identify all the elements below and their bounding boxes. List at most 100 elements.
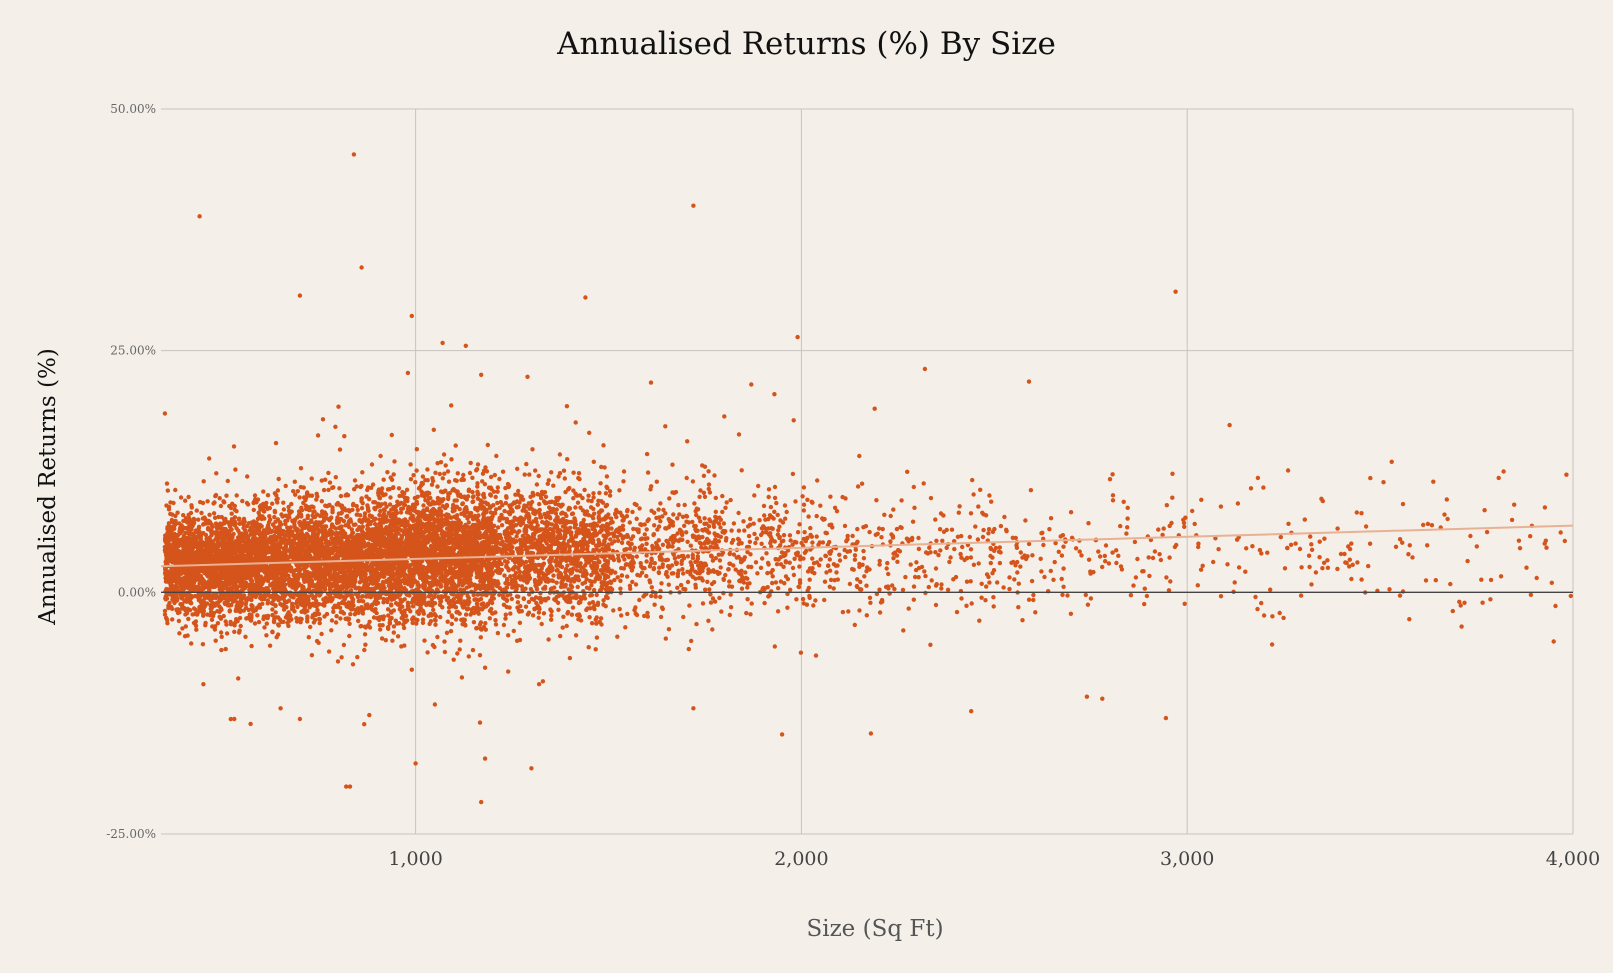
data-point: [301, 485, 306, 490]
data-point: [347, 509, 352, 514]
data-point: [191, 606, 197, 611]
y-axis-title: Annualised Returns (%): [35, 348, 61, 626]
data-point: [223, 571, 229, 576]
data-point: [205, 527, 211, 532]
data-point: [309, 518, 314, 523]
data-point: [230, 571, 235, 576]
data-point: [343, 493, 348, 498]
data-point: [271, 542, 276, 548]
data-point: [333, 620, 339, 625]
data-point: [356, 598, 361, 604]
data-point: [185, 582, 190, 587]
data-point: [217, 604, 222, 609]
data-point: [191, 584, 196, 589]
data-point: [305, 539, 310, 545]
data-point: [341, 599, 346, 604]
data-point: [252, 621, 258, 626]
data-point: [209, 533, 214, 538]
data-point: [211, 610, 217, 616]
data-point: [222, 550, 228, 555]
data-point: [305, 563, 310, 568]
data-point: [325, 553, 330, 558]
data-point: [234, 617, 239, 622]
data-point: [169, 606, 175, 611]
data-point: [188, 555, 193, 560]
data-point: [260, 587, 266, 592]
data-point: [326, 649, 332, 654]
data-point: [286, 581, 291, 586]
data-point: [272, 491, 278, 496]
data-point: [264, 539, 269, 544]
data-point: [171, 500, 176, 506]
data-point: [202, 596, 207, 601]
data-point: [220, 526, 226, 532]
data-point: [180, 543, 185, 548]
data-point: [223, 541, 228, 547]
data-point: [183, 530, 188, 536]
data-point: [325, 581, 331, 586]
data-point: [243, 601, 248, 607]
data-point: [247, 547, 253, 552]
data-point: [323, 536, 328, 541]
data-point: [330, 510, 335, 515]
data-point: [209, 580, 214, 585]
data-point: [276, 623, 281, 628]
data-point: [324, 611, 330, 617]
data-point: [290, 541, 295, 546]
data-point: [177, 631, 182, 636]
data-point: [220, 575, 225, 581]
data-point: [306, 635, 311, 640]
data-point: [166, 525, 171, 530]
data-point: [314, 612, 319, 617]
data-point: [353, 579, 358, 584]
data-point: [193, 529, 198, 535]
data-point: [242, 535, 247, 540]
data-point: [363, 572, 368, 577]
data-point: [295, 548, 300, 554]
data-point: [213, 624, 218, 629]
data-point: [234, 493, 239, 498]
data-point: [207, 456, 212, 461]
data-point: [201, 551, 206, 557]
data-point: [337, 486, 342, 491]
data-point: [189, 641, 194, 646]
data-point: [181, 525, 186, 530]
data-point: [250, 558, 256, 563]
data-point: [199, 578, 205, 584]
data-point: [420, 474, 426, 479]
data-point: [186, 512, 191, 517]
data-point: [361, 599, 366, 604]
data-point: [315, 512, 320, 517]
data-point: [343, 523, 348, 528]
data-point: [170, 594, 175, 599]
data-point: [189, 503, 194, 508]
data-point: [174, 547, 179, 552]
data-point: [186, 573, 192, 579]
data-point: [271, 595, 276, 601]
data-point: [201, 583, 206, 588]
data-point: [351, 522, 356, 527]
data-point: [263, 534, 268, 539]
data-point: [162, 608, 168, 614]
data-point: [362, 647, 367, 653]
data-point: [334, 614, 339, 619]
data-point: [302, 610, 308, 615]
data-point: [292, 537, 297, 542]
data-point: [237, 521, 242, 526]
data-point: [214, 471, 219, 476]
data-point: [217, 614, 222, 619]
data-point: [194, 508, 199, 513]
data-point: [233, 467, 238, 472]
data-point: [251, 507, 256, 513]
data-point: [192, 534, 197, 540]
data-point: [275, 550, 281, 555]
data-point: [282, 604, 287, 610]
data-point: [186, 494, 191, 500]
data-point: [193, 540, 198, 545]
data-point: [310, 615, 315, 620]
data-point: [305, 521, 310, 526]
data-point: [241, 525, 246, 531]
data-point: [272, 577, 278, 583]
data-point: [357, 608, 363, 613]
x-tick-label: 2,000: [774, 848, 828, 870]
